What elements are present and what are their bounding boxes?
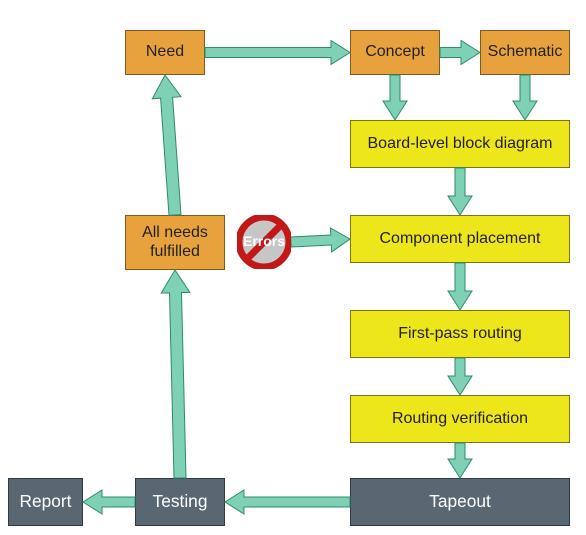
- flowchart-stage: NeedConceptSchematicBoard-level block di…: [0, 0, 586, 535]
- arrow-errors_to_placement: [0, 0, 586, 535]
